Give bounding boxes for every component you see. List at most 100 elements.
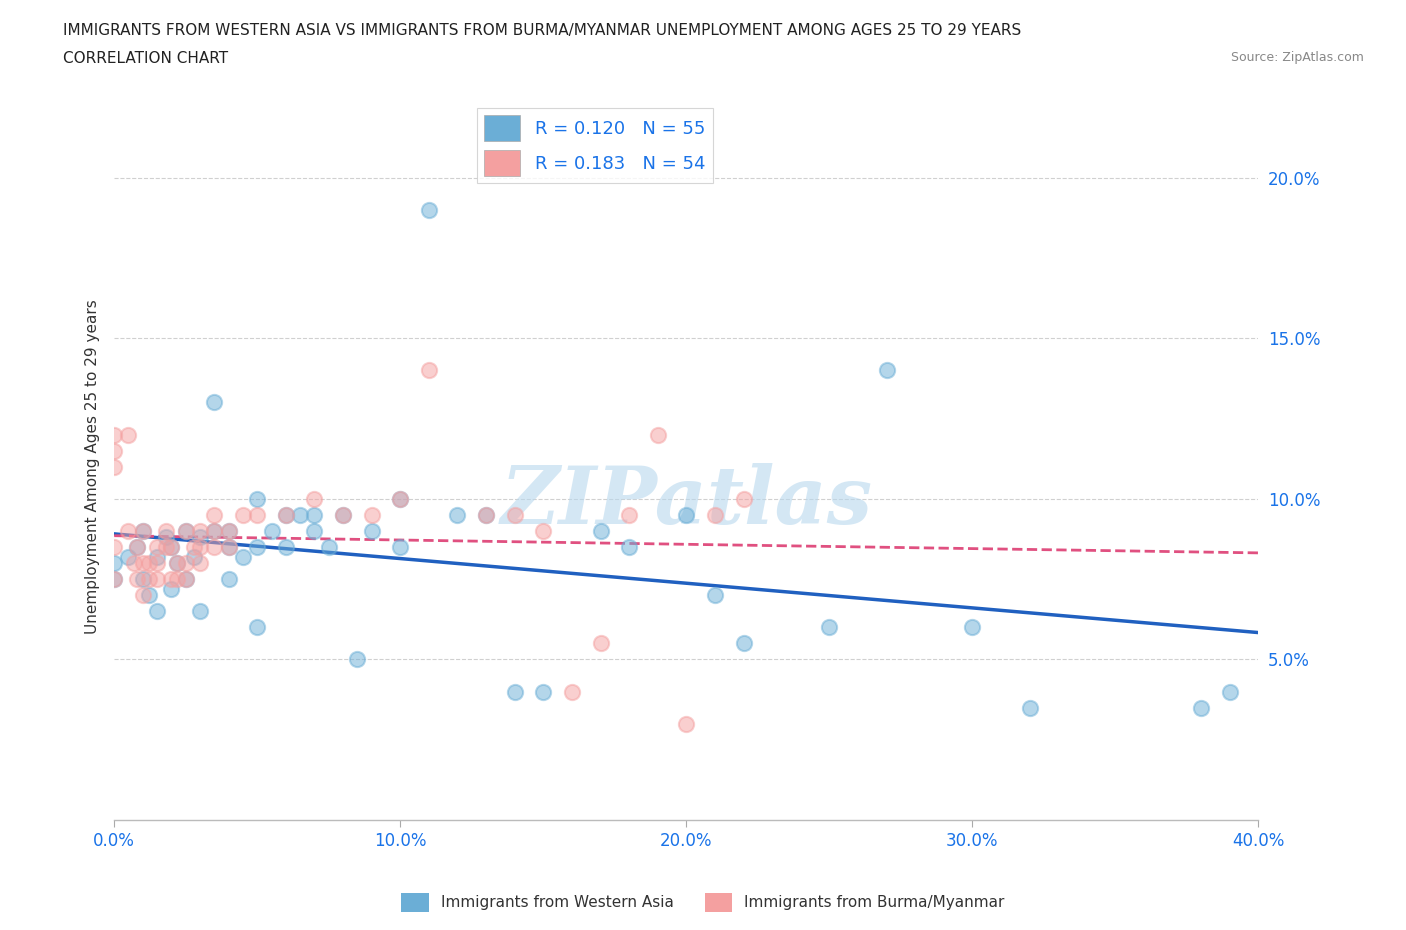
Y-axis label: Unemployment Among Ages 25 to 29 years: Unemployment Among Ages 25 to 29 years xyxy=(86,299,100,634)
Point xyxy=(146,539,169,554)
Point xyxy=(103,444,125,458)
Text: IMMIGRANTS FROM WESTERN ASIA VS IMMIGRANTS FROM BURMA/MYANMAR UNEMPLOYMENT AMONG: IMMIGRANTS FROM WESTERN ASIA VS IMMIGRAN… xyxy=(63,23,1022,38)
Point xyxy=(202,395,225,410)
Point xyxy=(160,539,183,554)
Point xyxy=(117,427,139,442)
Point xyxy=(188,530,211,545)
Point xyxy=(103,427,125,442)
Point xyxy=(218,539,240,554)
Point xyxy=(132,555,155,570)
Point xyxy=(389,491,412,506)
Point xyxy=(103,572,125,587)
Point xyxy=(647,427,669,442)
Point xyxy=(174,555,197,570)
Point xyxy=(389,539,412,554)
Point xyxy=(117,524,139,538)
Point xyxy=(183,550,205,565)
Point xyxy=(132,524,155,538)
Point xyxy=(418,202,440,217)
Point xyxy=(246,491,269,506)
Point xyxy=(675,716,697,731)
Point xyxy=(1219,684,1241,699)
Point xyxy=(183,539,205,554)
Point xyxy=(288,508,311,523)
Point xyxy=(360,508,382,523)
Point xyxy=(188,524,211,538)
Point xyxy=(703,588,725,603)
Point xyxy=(117,550,139,565)
Point xyxy=(389,491,412,506)
Point xyxy=(876,363,898,378)
Point xyxy=(202,539,225,554)
Point xyxy=(155,539,177,554)
Point xyxy=(962,620,984,635)
Point xyxy=(246,508,269,523)
Point xyxy=(589,524,612,538)
Point xyxy=(503,684,526,699)
Point xyxy=(475,508,498,523)
Point xyxy=(160,581,183,596)
Point xyxy=(155,524,177,538)
Point xyxy=(103,572,125,587)
Point xyxy=(232,550,254,565)
Point xyxy=(122,555,145,570)
Point xyxy=(418,363,440,378)
Point xyxy=(103,459,125,474)
Point xyxy=(274,508,297,523)
Point xyxy=(561,684,583,699)
Point xyxy=(246,620,269,635)
Point xyxy=(125,539,148,554)
Point xyxy=(274,539,297,554)
Point xyxy=(138,588,160,603)
Point xyxy=(531,684,554,699)
Point xyxy=(132,524,155,538)
Point xyxy=(103,539,125,554)
Point xyxy=(260,524,283,538)
Point xyxy=(304,491,326,506)
Point xyxy=(360,524,382,538)
Point xyxy=(218,524,240,538)
Text: Source: ZipAtlas.com: Source: ZipAtlas.com xyxy=(1230,51,1364,64)
Point xyxy=(138,555,160,570)
Point xyxy=(617,508,640,523)
Point xyxy=(125,572,148,587)
Point xyxy=(166,555,188,570)
Point xyxy=(138,572,160,587)
Point xyxy=(818,620,841,635)
Point xyxy=(589,636,612,651)
Point xyxy=(703,508,725,523)
Point xyxy=(202,508,225,523)
Point xyxy=(188,539,211,554)
Point xyxy=(332,508,354,523)
Point xyxy=(218,539,240,554)
Point xyxy=(166,572,188,587)
Point xyxy=(475,508,498,523)
Point xyxy=(446,508,468,523)
Point xyxy=(232,508,254,523)
Point xyxy=(166,555,188,570)
Point xyxy=(304,524,326,538)
Point xyxy=(675,508,697,523)
Point xyxy=(174,572,197,587)
Point xyxy=(218,572,240,587)
Point xyxy=(346,652,368,667)
Text: ZIPatlas: ZIPatlas xyxy=(501,463,872,540)
Point xyxy=(503,508,526,523)
Point xyxy=(531,524,554,538)
Text: CORRELATION CHART: CORRELATION CHART xyxy=(63,51,228,66)
Point xyxy=(155,530,177,545)
Point xyxy=(1018,700,1040,715)
Point xyxy=(617,539,640,554)
Point xyxy=(146,555,169,570)
Point xyxy=(188,604,211,618)
Point xyxy=(125,539,148,554)
Point xyxy=(218,524,240,538)
Point xyxy=(304,508,326,523)
Point xyxy=(160,572,183,587)
Point xyxy=(132,588,155,603)
Point xyxy=(146,572,169,587)
Point xyxy=(274,508,297,523)
Legend: R = 0.120   N = 55, R = 0.183   N = 54: R = 0.120 N = 55, R = 0.183 N = 54 xyxy=(477,108,713,183)
Point xyxy=(174,524,197,538)
Point xyxy=(332,508,354,523)
